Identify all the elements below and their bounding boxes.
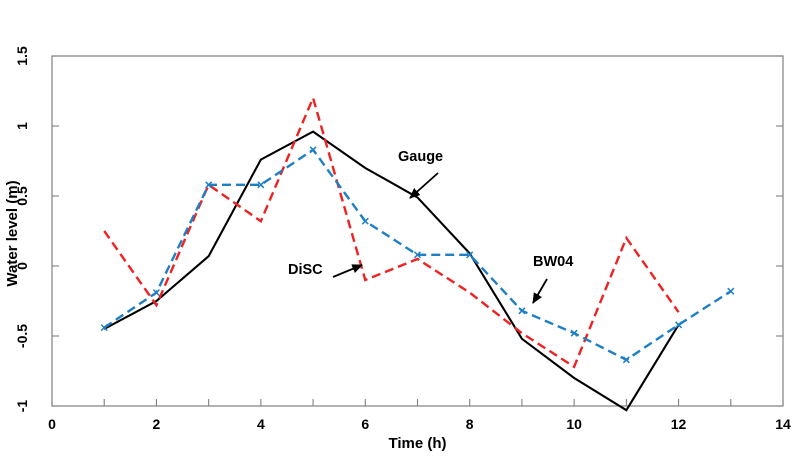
series-line-disc <box>103 94 680 369</box>
annotation-arrow-icon <box>332 264 363 278</box>
axes-group <box>51 55 784 407</box>
series-group <box>100 94 735 412</box>
series-marker-bw04 <box>466 251 474 259</box>
series-marker-bw04 <box>100 324 108 332</box>
y-tick-label: -0.5 <box>14 323 30 349</box>
x-tick-label: 12 <box>670 416 687 432</box>
x-tick-label: 6 <box>361 416 370 432</box>
x-axis-title: Time (h) <box>388 435 447 452</box>
series-marker-bw04 <box>675 321 683 329</box>
y-tick-label: 0.5 <box>14 186 30 206</box>
series-marker-bw04 <box>570 329 578 337</box>
x-tick-label: 10 <box>566 416 582 432</box>
series-marker-bw04 <box>152 289 160 297</box>
annotation-arrow-icon <box>532 278 548 304</box>
series-marker-bw04 <box>727 287 735 295</box>
annotation-group <box>332 172 548 304</box>
series-annotation-label: Gauge <box>398 149 444 165</box>
x-tick-label: 14 <box>775 416 791 432</box>
series-line-gauge <box>103 130 680 412</box>
x-tick-label: 4 <box>256 416 265 432</box>
x-tick-label: 8 <box>465 416 474 432</box>
y-tick-label: 1.5 <box>14 46 30 66</box>
series-marker-bw04 <box>257 181 265 189</box>
y-tick-label: 0 <box>14 262 30 270</box>
series-marker-bw04 <box>309 146 317 154</box>
plot-border <box>51 55 784 407</box>
y-tick-label: -1 <box>14 399 30 413</box>
y-tick-label: 1 <box>14 122 30 130</box>
series-marker-bw04 <box>622 356 630 364</box>
series-marker-bw04 <box>518 307 526 315</box>
annotation-arrow-icon <box>409 172 439 199</box>
series-marker-bw04 <box>361 217 369 225</box>
series-marker-bw04 <box>205 181 213 189</box>
series-annotation-label: DiSC <box>288 262 323 278</box>
x-tick-label: 0 <box>48 416 56 432</box>
series-marker-bw04 <box>413 251 422 259</box>
series-annotation-label: BW04 <box>533 254 574 270</box>
x-tick-label: 2 <box>152 416 161 432</box>
